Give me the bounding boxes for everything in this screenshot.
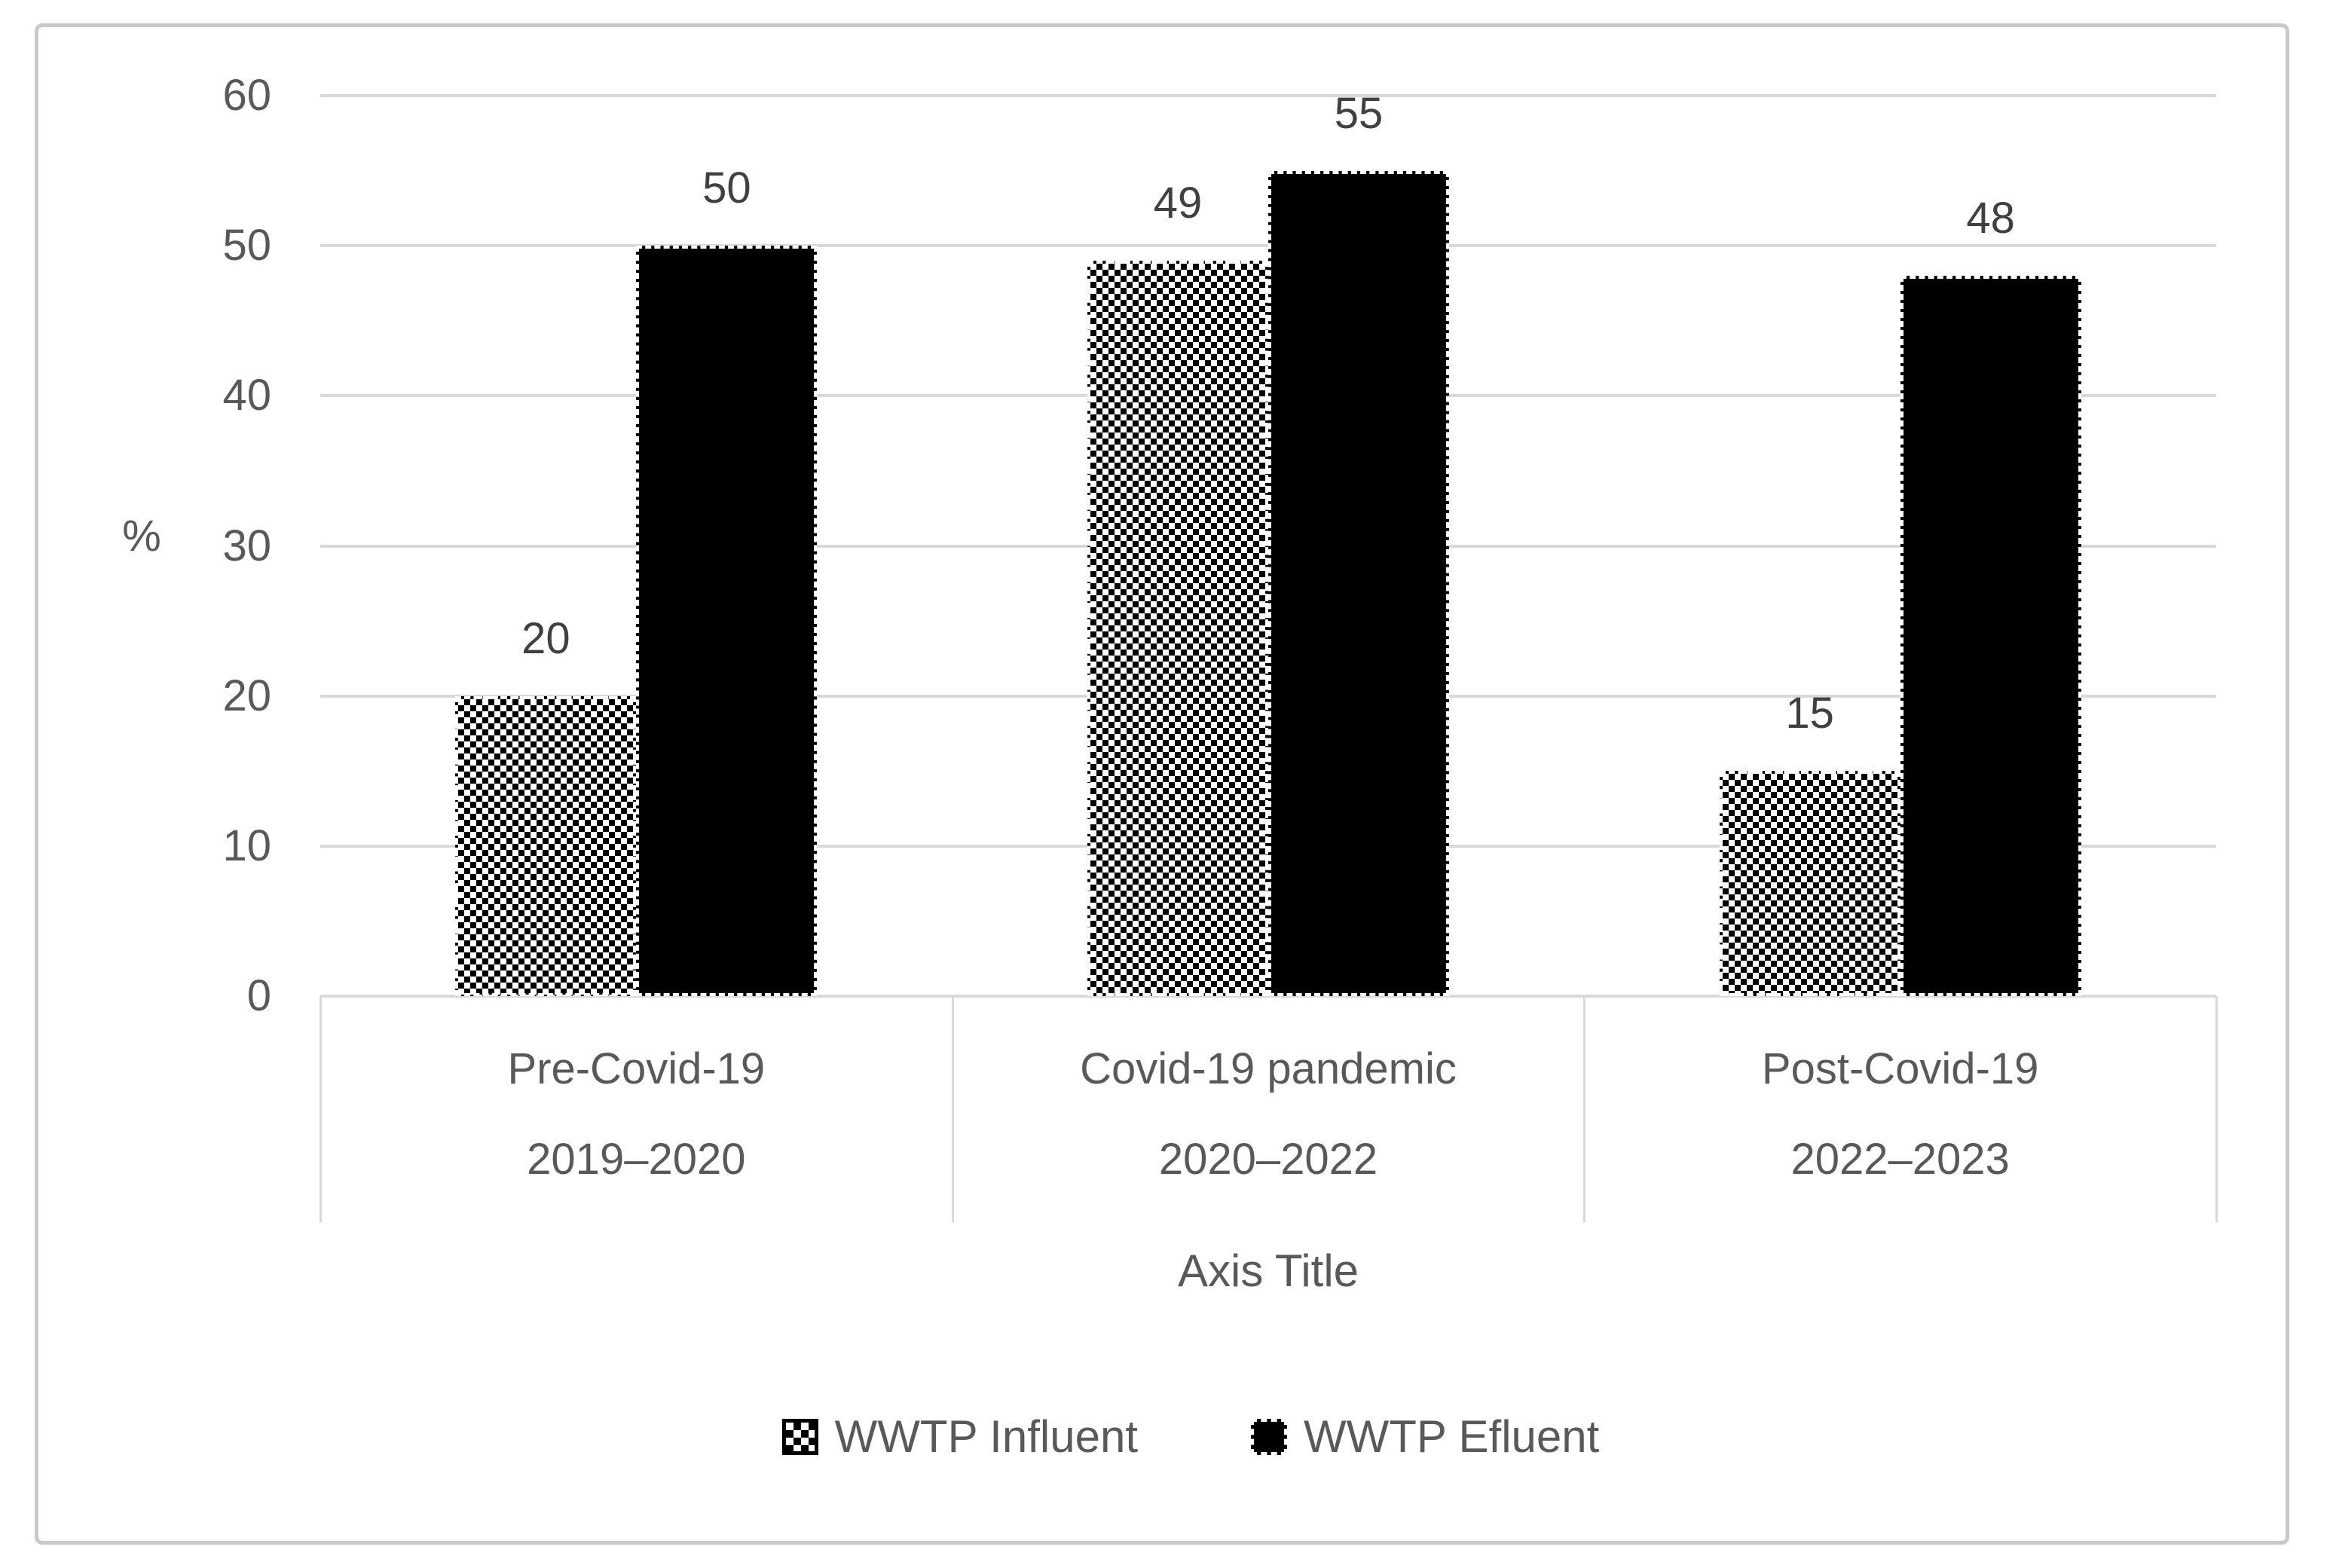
- x-axis-tick: [951, 996, 954, 1222]
- legend-swatch-influent-icon: [781, 1419, 818, 1455]
- y-tick-label: 40: [222, 371, 271, 420]
- x-axis-tick: [320, 996, 322, 1222]
- bar-data-label: 49: [1153, 179, 1203, 228]
- category-years: 2022–2023: [1790, 1135, 2010, 1184]
- bar-influent: [1719, 771, 1900, 996]
- bar-data-label: 15: [1785, 689, 1834, 738]
- y-tick-label: 0: [246, 971, 271, 1020]
- bar-effluent: [1900, 276, 2081, 996]
- gridline: [320, 94, 2216, 97]
- bar-influent: [455, 695, 637, 996]
- y-tick-label: 30: [222, 521, 271, 570]
- y-axis-title: %: [122, 512, 161, 561]
- y-tick-label: 20: [222, 671, 271, 720]
- legend-item-influent: WWTP Influent: [781, 1411, 1138, 1463]
- x-axis-tick: [2215, 996, 2218, 1222]
- category-name: Post-Covid-19: [1761, 1044, 2039, 1093]
- category-years: 2019–2020: [527, 1135, 746, 1184]
- bar-data-label: 55: [1334, 88, 1384, 138]
- category-years: 2020–2022: [1158, 1135, 1378, 1184]
- bar-influent: [1087, 261, 1268, 996]
- y-tick-label: 50: [222, 221, 271, 271]
- category-name: Covid-19 pandemic: [1080, 1044, 1457, 1093]
- legend-label: WWTP Efluent: [1304, 1411, 1600, 1462]
- x-category-label: Covid-19 pandemic 2020–2022: [953, 996, 1585, 1222]
- chart-legend: WWTP Influent WWTP Efluent: [0, 1411, 2327, 1463]
- legend-label: WWTP Influent: [834, 1411, 1138, 1462]
- x-axis-title: Axis Title: [1177, 1246, 1359, 1296]
- bar-data-label: 20: [521, 613, 570, 663]
- gridline: [320, 995, 2216, 998]
- y-tick-label: 10: [222, 821, 271, 870]
- x-category-label: Pre-Covid-19 2019–2020: [320, 996, 953, 1222]
- bar-effluent: [636, 246, 818, 996]
- bar-data-label: 48: [1966, 194, 2015, 243]
- y-tick-label: 60: [222, 71, 271, 120]
- bar-effluent: [1268, 170, 1449, 996]
- x-category-label: Post-Covid-19 2022–2023: [1584, 996, 2216, 1222]
- x-axis-tick: [1583, 996, 1586, 1222]
- category-name: Pre-Covid-19: [507, 1044, 766, 1093]
- legend-item-effluent: WWTP Efluent: [1251, 1411, 1599, 1463]
- legend-swatch-effluent-icon: [1251, 1419, 1287, 1455]
- bar-data-label: 50: [702, 164, 751, 213]
